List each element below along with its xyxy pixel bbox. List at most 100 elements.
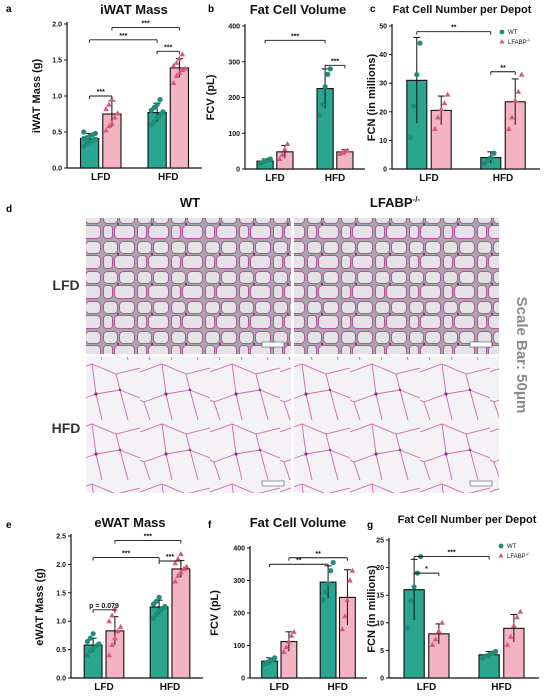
y-tick-label: 1.5 (56, 590, 66, 597)
y-axis-label: FCV (pL) (209, 590, 221, 636)
data-point-ko (504, 641, 511, 647)
data-point-ko (281, 649, 287, 654)
data-point-ko (515, 88, 522, 94)
data-point-ko (441, 100, 448, 106)
data-point-wt (154, 102, 160, 108)
data-point-ko (339, 149, 346, 155)
data-point-wt (96, 641, 102, 647)
y-tick-label: 10 (379, 138, 387, 145)
data-point-ko (344, 147, 351, 153)
micrograph-wt-hfd (86, 357, 291, 493)
chart-title: Fat Cell Number per Depot (398, 514, 537, 526)
y-tick-label: 100 (233, 643, 245, 650)
data-point-ko (438, 105, 445, 111)
y-tick-label: 30 (379, 81, 387, 88)
scale-marker-ko-lfd (469, 341, 493, 348)
legend-wt-label: WT (507, 544, 517, 550)
data-point-ko (182, 65, 189, 71)
data-point-wt (408, 598, 414, 604)
data-point-ko (109, 96, 115, 102)
data-point-wt (322, 84, 328, 90)
x-category-label: HFD (158, 172, 179, 183)
data-point-wt (160, 109, 166, 115)
data-point-wt (156, 594, 162, 600)
histology-panel: d WT LFABP-/- LFD HFD Scale Bar: 50μm (6, 195, 530, 493)
significance-label: ** (451, 25, 457, 32)
x-category-label: LFD (91, 172, 110, 183)
panel-letter: a (6, 4, 12, 15)
scale-marker-wt-hfd (261, 480, 285, 487)
chart-title: iWAT Mass (100, 2, 168, 17)
chart-title: eWAT Mass (94, 515, 165, 530)
micrograph-ko-lfd (294, 218, 499, 354)
data-point-wt (491, 150, 497, 156)
x-category-label: LFD (94, 682, 113, 693)
data-point-wt (405, 625, 411, 631)
significance-label: * (425, 566, 428, 573)
significance-label: *** (291, 33, 299, 40)
y-tick-label: 1.0 (52, 94, 62, 101)
data-point-wt (328, 568, 334, 574)
data-point-ko (291, 628, 297, 634)
panel-letter-d: d (6, 204, 12, 215)
data-point-ko (170, 80, 177, 86)
significance-label: *** (144, 534, 152, 541)
data-point-ko (176, 55, 183, 61)
significance-label: *** (142, 21, 150, 28)
x-category-label: LFD (417, 682, 436, 693)
data-point-ko (175, 572, 181, 578)
y-tick-label: 400 (233, 546, 245, 553)
data-point-ko (347, 577, 353, 583)
chart-title: Fat Cell Number per Depot (393, 4, 532, 16)
data-point-wt (410, 103, 417, 109)
data-point-ko (342, 613, 348, 619)
chart-g-fat-cell-number: g Fat Cell Number per Depot FCN (in millio… (366, 514, 539, 693)
y-axis-label: eWAT Mass (g) (34, 568, 46, 646)
data-point-wt (330, 560, 336, 566)
y-tick-label: 0 (241, 676, 245, 683)
data-point-wt (162, 603, 168, 610)
data-point-wt (84, 652, 91, 658)
y-tick-label: 0 (383, 167, 387, 174)
data-point-ko (172, 560, 178, 566)
y-tick-label: 0 (380, 676, 384, 683)
y-tick-label: 20 (379, 109, 387, 116)
data-point-wt (92, 130, 99, 137)
scale-bar-label: Scale Bar: 50μm (513, 297, 530, 414)
y-tick-label: 1.5 (52, 58, 62, 65)
data-point-wt (150, 615, 157, 621)
data-point-ko (286, 638, 292, 644)
y-tick-label: 200 (233, 611, 245, 618)
data-point-ko (279, 151, 286, 157)
significance-label: *** (164, 44, 172, 51)
data-point-ko (106, 618, 112, 624)
chart-title: Fat Cell Volume (250, 515, 347, 530)
significance-label: *** (97, 89, 105, 96)
significance-label: p = 0.079 (89, 603, 119, 610)
data-point-ko (178, 551, 184, 557)
data-point-ko (112, 635, 118, 641)
data-point-wt (414, 72, 420, 78)
data-point-wt (92, 136, 99, 142)
data-point-wt (411, 584, 417, 590)
data-point-ko (103, 105, 109, 111)
data-point-ko (517, 608, 524, 614)
significance-label: ** (296, 557, 302, 564)
y-tick-label: 2.5 (56, 534, 66, 541)
data-point-wt (153, 611, 159, 617)
data-point-ko (114, 110, 121, 116)
significance-label: *** (119, 33, 127, 40)
data-point-ko (106, 652, 112, 658)
data-point-ko (103, 127, 109, 133)
data-point-ko (283, 644, 290, 650)
legend-ko-marker (499, 39, 505, 44)
y-axis-label: iWAT Mass (g) (31, 58, 43, 133)
y-tick-label: 10 (376, 620, 384, 627)
data-point-wt (84, 639, 91, 645)
data-point-wt (90, 631, 96, 637)
data-point-wt (153, 598, 159, 604)
data-point-ko (506, 125, 512, 131)
x-category-label: HFD (325, 173, 346, 184)
chart-a-iwat-mass: a iWAT Mass iWAT Mass (g) 0.0 0.5 1.0 1.5 2.0 LF… (6, 2, 202, 183)
legend-wt-marker (498, 543, 504, 549)
